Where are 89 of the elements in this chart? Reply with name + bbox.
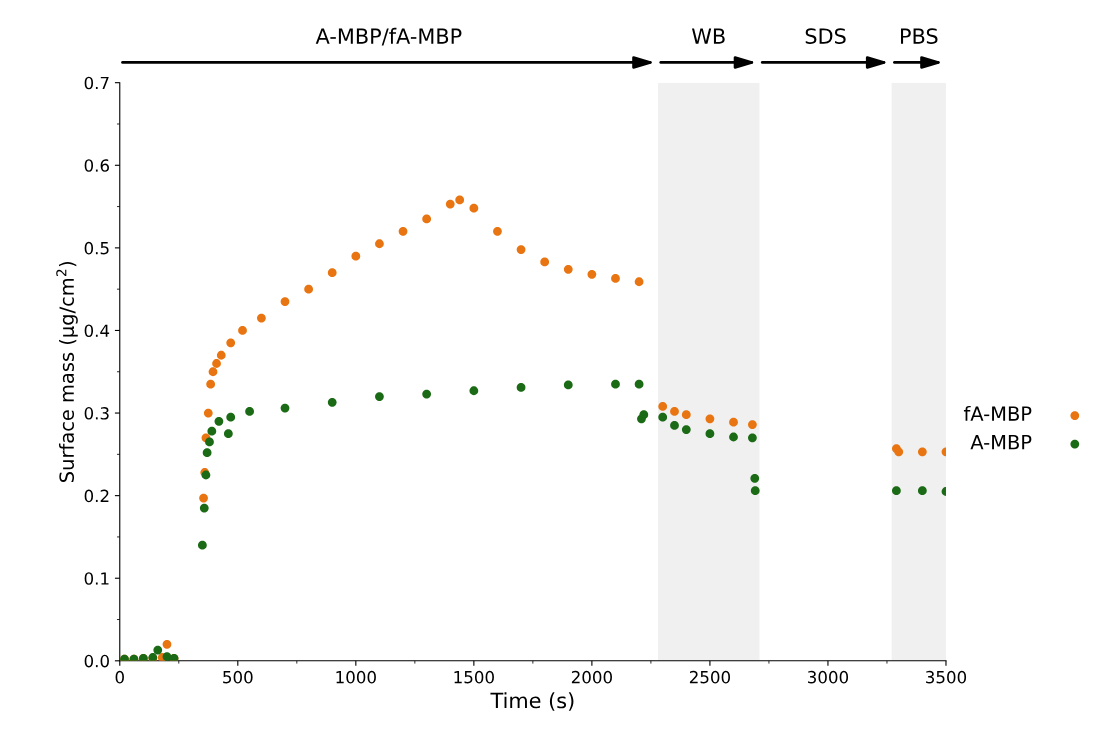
point xyxy=(705,414,715,424)
point xyxy=(750,486,760,496)
point xyxy=(894,447,904,457)
point xyxy=(540,257,550,267)
point xyxy=(455,195,465,205)
point xyxy=(327,397,337,407)
point xyxy=(214,416,224,426)
point xyxy=(205,437,214,447)
point xyxy=(304,284,314,294)
x-tick-label: 1000 xyxy=(336,670,376,684)
point xyxy=(208,367,218,377)
point xyxy=(892,486,901,496)
point xyxy=(216,350,226,360)
point xyxy=(639,410,649,420)
point xyxy=(563,264,573,274)
y-tick-label: 0.1 xyxy=(84,572,109,585)
point xyxy=(611,379,620,389)
point xyxy=(153,645,163,655)
y-tick-label: 0.0 xyxy=(84,654,109,668)
y-axis-title: Surface mass (μg/cm$^{2}$) xyxy=(56,261,78,482)
x-tick-label: 500 xyxy=(223,670,253,684)
point xyxy=(748,420,757,429)
x-tick-label: 3500 xyxy=(926,670,967,684)
point xyxy=(634,379,644,389)
point xyxy=(202,448,212,458)
point xyxy=(729,417,738,427)
point xyxy=(199,503,209,513)
point xyxy=(206,379,216,389)
point xyxy=(162,639,172,649)
point xyxy=(422,389,432,399)
legend-label: fA-MBP xyxy=(963,405,1032,421)
y-tick-label: 0.7 xyxy=(84,76,109,90)
point xyxy=(469,203,479,213)
point xyxy=(516,245,526,254)
point xyxy=(327,268,337,278)
point xyxy=(375,392,384,401)
point xyxy=(422,214,432,224)
point xyxy=(375,239,384,249)
x-axis-title: Time (s) xyxy=(490,692,574,711)
point xyxy=(587,269,597,279)
text: A-MBP/fA-MBP xyxy=(315,27,462,46)
point xyxy=(917,486,927,496)
text: SDS xyxy=(805,28,846,44)
point xyxy=(563,380,573,390)
point xyxy=(203,408,213,418)
point xyxy=(207,426,217,436)
point xyxy=(681,410,691,420)
point xyxy=(748,433,757,443)
point xyxy=(729,432,738,442)
point xyxy=(199,493,208,503)
y-tick-label: 0.5 xyxy=(84,241,109,255)
point xyxy=(245,407,254,416)
point xyxy=(634,277,644,287)
point xyxy=(658,412,668,422)
point xyxy=(670,421,679,430)
point xyxy=(917,447,927,457)
y-tick-label: 0.4 xyxy=(84,324,110,338)
x-tick-label: 0 xyxy=(115,670,124,684)
point xyxy=(198,540,207,550)
point xyxy=(212,359,221,368)
y-tick-label: 0.2 xyxy=(84,489,109,503)
point xyxy=(658,402,668,411)
point xyxy=(226,412,236,422)
point xyxy=(670,407,679,416)
point xyxy=(469,386,479,396)
point xyxy=(238,326,247,335)
point xyxy=(445,199,455,209)
text: WB xyxy=(691,28,725,44)
text: PBS xyxy=(901,28,938,44)
point xyxy=(257,313,266,323)
point xyxy=(681,425,691,434)
point xyxy=(750,473,760,483)
legend-label: A-MBP xyxy=(970,435,1032,450)
x-tick-label: 2500 xyxy=(689,670,731,684)
x-tick-label: 3000 xyxy=(808,670,849,684)
y-tick-label: 0.3 xyxy=(84,407,109,420)
point xyxy=(351,251,361,261)
point xyxy=(398,226,408,236)
point xyxy=(226,338,236,348)
point xyxy=(280,403,290,413)
point xyxy=(493,226,502,236)
point xyxy=(516,383,526,392)
point xyxy=(611,274,620,283)
point xyxy=(223,429,233,439)
point xyxy=(280,297,290,306)
y-tick-label: 0.6 xyxy=(84,159,109,172)
x-tick-label: 1500 xyxy=(454,670,494,684)
point xyxy=(705,429,715,439)
x-tick-label: 2000 xyxy=(571,670,612,684)
